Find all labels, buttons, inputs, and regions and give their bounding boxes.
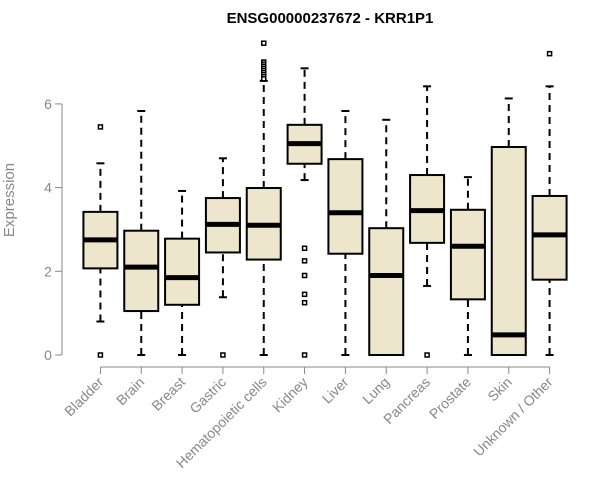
outlier-point [546, 50, 553, 57]
outlier-point [301, 272, 308, 279]
outlier-point [424, 352, 430, 358]
box-group [490, 97, 527, 356]
box-iqr [327, 158, 364, 255]
box-iqr [368, 227, 405, 356]
boxes-layer [82, 40, 568, 358]
y-tick-label: 6 [44, 96, 52, 112]
box-iqr [449, 208, 486, 301]
x-tick-label: Lung [359, 374, 392, 407]
outlier-point [301, 245, 308, 252]
box-group [286, 67, 323, 358]
x-tick-label: Breast [148, 374, 188, 414]
box-group [82, 124, 119, 358]
chart-title: ENSG00000237672 - KRR1P1 [227, 10, 434, 27]
x-tick-label: Bladder [61, 374, 107, 420]
outlier-point [261, 76, 267, 82]
outlier-point [261, 40, 267, 46]
box-iqr [123, 229, 160, 313]
y-tick-label: 4 [44, 180, 52, 196]
x-tick-label: Brain [113, 374, 147, 408]
box-iqr [490, 146, 527, 356]
y-tick-label: 0 [44, 347, 52, 363]
outlier-point [301, 291, 308, 298]
x-tick-label: Skin [484, 374, 515, 405]
x-tick-label: Prostate [426, 374, 474, 422]
box-group [409, 85, 446, 358]
box-group [449, 176, 486, 356]
box-group [368, 118, 405, 356]
outlier-point [220, 352, 226, 358]
y-axis-label: Expression [1, 163, 18, 237]
box-group [245, 40, 282, 356]
outlier-point [97, 352, 104, 358]
box-iqr [531, 194, 568, 281]
outlier-point [301, 299, 308, 306]
outlier-point [301, 258, 308, 264]
box-group [164, 189, 201, 356]
box-group [123, 110, 160, 356]
box-group [327, 110, 364, 356]
x-tick-label: Liver [319, 374, 352, 407]
box-iqr [164, 237, 201, 306]
x-tick-label: Kidney [269, 374, 311, 416]
outlier-point [301, 352, 308, 358]
box-group [204, 157, 241, 358]
box-group [531, 50, 568, 356]
y-axis: 0 2 4 6 [44, 96, 63, 363]
outlier-point [97, 124, 104, 130]
y-tick-label: 2 [44, 263, 52, 279]
